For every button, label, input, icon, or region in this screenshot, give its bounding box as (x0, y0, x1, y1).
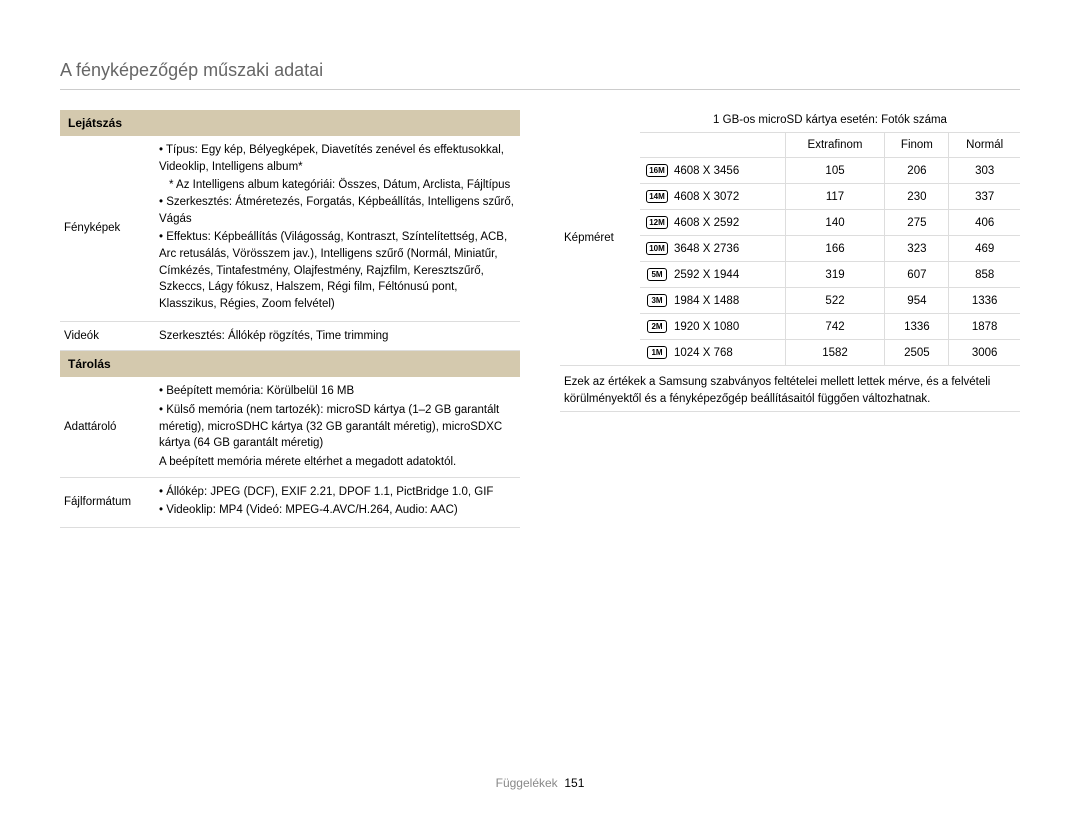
spec-row-videos: Videók Szerkesztés: Állókép rögzítés, Ti… (60, 322, 520, 352)
spec-row-fileformat: Fájlformátum Állókép: JPEG (DCF), EXIF 2… (60, 478, 520, 528)
spec-row-storage: Adattároló Beépített memória: Körülbelül… (60, 377, 520, 477)
list-item: Külső memória (nem tartozék): microSD ká… (159, 402, 516, 452)
spec-label: Fájlformátum (64, 484, 159, 521)
mp-icon: 14M (646, 190, 668, 203)
table-row: 16M4608 X 3456105206303 (640, 158, 1020, 184)
footer: Függelékek 151 (0, 776, 1080, 790)
spec-label: Fényképek (64, 142, 159, 315)
image-size-table: Extrafinom Finom Normál 16M4608 X 345610… (640, 133, 1020, 366)
spec-value: Beépített memória: Körülbelül 16 MB Küls… (159, 383, 516, 470)
mp-icon: 16M (646, 164, 668, 177)
col-extrafinom: Extrafinom (785, 133, 885, 158)
table-row: 10M3648 X 2736166323469 (640, 236, 1020, 262)
mp-icon: 12M (646, 216, 668, 229)
spec-value: Típus: Egy kép, Bélyegképek, Diavetítés … (159, 142, 516, 315)
mp-icon: 10M (646, 242, 668, 255)
mp-icon: 5M (647, 268, 667, 281)
spec-row-photos: Fényképek Típus: Egy kép, Bélyegképek, D… (60, 136, 520, 322)
footer-label: Függelékek (496, 776, 558, 790)
spec-value: Állókép: JPEG (DCF), EXIF 2.21, DPOF 1.1… (159, 484, 516, 521)
list-item: Állókép: JPEG (DCF), EXIF 2.21, DPOF 1.1… (159, 484, 516, 501)
page-title: A fényképezőgép műszaki adatai (60, 60, 1020, 81)
note: * Az Intelligens album kategóriái: Össze… (159, 177, 516, 194)
spec-value: Szerkesztés: Állókép rögzítés, Time trim… (159, 328, 516, 345)
section-header-playback: Lejátszás (60, 110, 520, 136)
list-item: Effektus: Képbeállítás (Világosság, Kont… (159, 229, 516, 312)
image-size-label: Képméret (560, 110, 640, 366)
table-row: 5M2592 X 1944319607858 (640, 262, 1020, 288)
right-column: Képméret 1 GB-os microSD kártya esetén: … (560, 110, 1020, 528)
mp-icon: 3M (647, 294, 667, 307)
spec-label: Videók (64, 328, 159, 345)
table-caption: 1 GB-os microSD kártya esetén: Fotók szá… (640, 110, 1020, 133)
spec-label: Adattároló (64, 383, 159, 470)
title-rule (60, 89, 1020, 90)
col-normal: Normál (949, 133, 1020, 158)
mp-icon: 2M (647, 320, 667, 333)
col-finom: Finom (885, 133, 949, 158)
disclaimer: Ezek az értékek a Samsung szabványos fel… (560, 366, 1020, 412)
page-number: 151 (564, 776, 584, 790)
list-item: Beépített memória: Körülbelül 16 MB (159, 383, 516, 400)
table-row: 3M1984 X 14885229541336 (640, 288, 1020, 314)
list-item: Szerkesztés: Átméretezés, Forgatás, Képb… (159, 194, 516, 227)
note: A beépített memória mérete eltérhet a me… (159, 454, 516, 471)
table-row: 2M1920 X 108074213361878 (640, 314, 1020, 340)
section-header-storage: Tárolás (60, 351, 520, 377)
mp-icon: 1M (647, 346, 667, 359)
table-row: 1M1024 X 768158225053006 (640, 340, 1020, 366)
list-item: Típus: Egy kép, Bélyegképek, Diavetítés … (159, 142, 516, 175)
left-column: Lejátszás Fényképek Típus: Egy kép, Bély… (60, 110, 520, 528)
table-row: 12M4608 X 2592140275406 (640, 210, 1020, 236)
list-item: Videoklip: MP4 (Videó: MPEG-4.AVC/H.264,… (159, 502, 516, 519)
table-row: 14M4608 X 3072117230337 (640, 184, 1020, 210)
